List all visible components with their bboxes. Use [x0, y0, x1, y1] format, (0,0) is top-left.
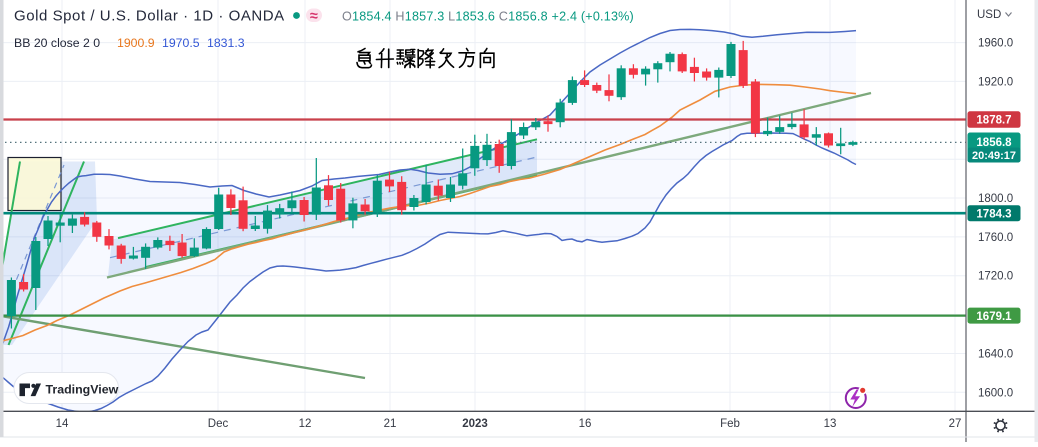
- svg-text:1831.3: 1831.3: [207, 36, 245, 50]
- svg-text:16: 16: [579, 418, 592, 430]
- svg-text:20:49:17: 20:49:17: [972, 150, 1016, 162]
- svg-text:TradingView: TradingView: [46, 383, 119, 397]
- svg-text:1760.0: 1760.0: [978, 232, 1013, 244]
- svg-text:1640.0: 1640.0: [978, 349, 1013, 361]
- svg-text:12: 12: [299, 418, 312, 430]
- svg-text:14: 14: [56, 418, 69, 430]
- svg-text:1679.1: 1679.1: [976, 311, 1012, 323]
- svg-text:Gold Spot / U.S. Dollar · 1D ·: Gold Spot / U.S. Dollar · 1D · OANDA: [14, 8, 285, 25]
- svg-text:USD: USD: [977, 9, 1001, 21]
- svg-text:Dec: Dec: [208, 418, 229, 430]
- svg-text:1960.0: 1960.0: [978, 38, 1013, 50]
- svg-text:O1854.4 H1857.3 L1853.6 C1856.: O1854.4 H1857.3 L1853.6 C1856.8 +2.4 (+0…: [342, 10, 634, 24]
- svg-text:≈: ≈: [310, 9, 318, 25]
- svg-text:1800.0: 1800.0: [978, 193, 1013, 205]
- svg-text:1856.8: 1856.8: [976, 137, 1012, 149]
- svg-text:1784.3: 1784.3: [976, 208, 1011, 220]
- svg-text:BB 20 close 2 0: BB 20 close 2 0: [14, 36, 100, 50]
- svg-text:27: 27: [949, 418, 962, 430]
- svg-text:1920.0: 1920.0: [978, 76, 1013, 88]
- svg-text:2023: 2023: [462, 418, 488, 430]
- svg-text:Feb: Feb: [720, 418, 740, 430]
- svg-text:1878.7: 1878.7: [976, 115, 1011, 127]
- svg-text:21: 21: [384, 418, 397, 430]
- svg-text:1600.0: 1600.0: [978, 387, 1013, 399]
- svg-text:13: 13: [824, 418, 837, 430]
- svg-text:1720.0: 1720.0: [978, 271, 1013, 283]
- svg-text:1900.9: 1900.9: [117, 36, 155, 50]
- svg-text:1970.5: 1970.5: [162, 36, 200, 50]
